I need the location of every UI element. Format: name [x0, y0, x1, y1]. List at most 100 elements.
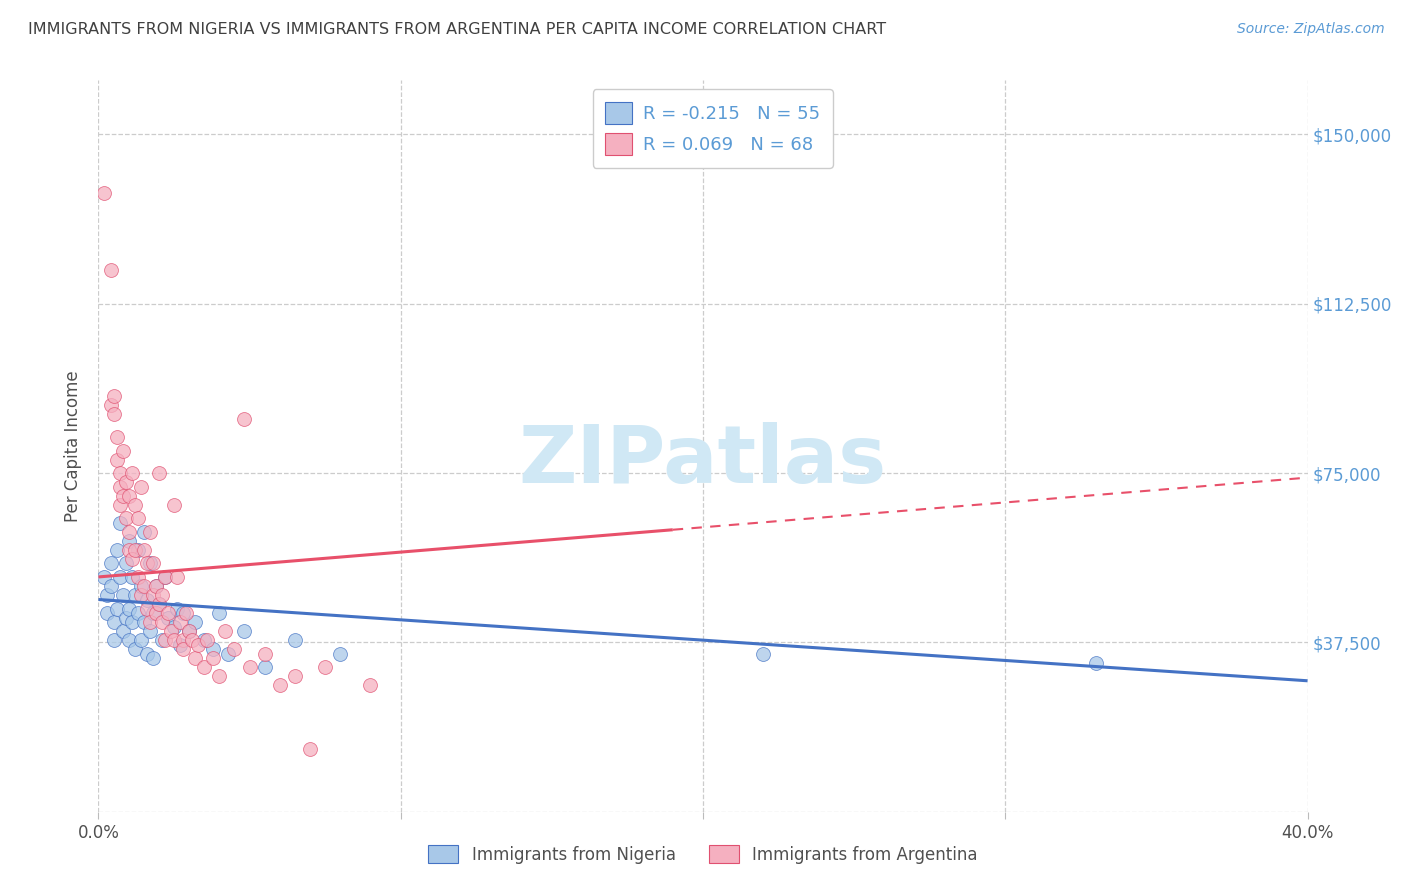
Point [269, 678, 291, 692]
Point [148, 597, 170, 611]
Point [253, 647, 276, 661]
Point [139, 615, 162, 629]
Point [284, 633, 307, 648]
Point [232, 412, 254, 426]
Point [184, 615, 207, 629]
Point [1085, 656, 1108, 670]
Point [129, 579, 152, 593]
Point [174, 606, 197, 620]
Point [166, 570, 188, 584]
Point [145, 606, 167, 620]
Point [169, 638, 191, 652]
Point [93, 570, 115, 584]
Point [114, 511, 136, 525]
Point [202, 651, 225, 665]
Point [118, 633, 141, 648]
Point [142, 606, 165, 620]
Point [181, 633, 204, 648]
Point [153, 633, 176, 648]
Point [121, 570, 143, 584]
Point [96, 588, 118, 602]
Point [193, 633, 215, 648]
Point [148, 466, 170, 480]
Point [145, 579, 167, 593]
Point [153, 570, 176, 584]
Point [217, 647, 239, 661]
Point [100, 579, 122, 593]
Point [100, 263, 122, 277]
Point [163, 619, 186, 633]
Point [111, 443, 134, 458]
Point [195, 633, 218, 648]
Point [150, 633, 173, 648]
Point [142, 651, 165, 665]
Point [124, 542, 146, 557]
Point [108, 466, 131, 480]
Point [184, 651, 207, 665]
Point [118, 601, 141, 615]
Point [118, 489, 141, 503]
Legend: Immigrants from Nigeria, Immigrants from Argentina: Immigrants from Nigeria, Immigrants from… [422, 838, 984, 871]
Point [166, 601, 188, 615]
Point [142, 588, 165, 602]
Point [132, 524, 155, 539]
Point [172, 606, 194, 620]
Text: IMMIGRANTS FROM NIGERIA VS IMMIGRANTS FROM ARGENTINA PER CAPITA INCOME CORRELATI: IMMIGRANTS FROM NIGERIA VS IMMIGRANTS FR… [28, 22, 886, 37]
Point [153, 570, 176, 584]
Point [114, 610, 136, 624]
Point [145, 579, 167, 593]
Point [124, 588, 146, 602]
Point [179, 624, 201, 639]
Point [142, 557, 165, 571]
Point [284, 669, 307, 683]
Point [114, 475, 136, 489]
Point [103, 389, 125, 403]
Point [129, 480, 152, 494]
Point [93, 186, 115, 201]
Point [148, 597, 170, 611]
Point [139, 524, 162, 539]
Point [132, 615, 155, 629]
Point [160, 624, 183, 639]
Point [111, 588, 134, 602]
Point [105, 452, 128, 467]
Point [108, 480, 131, 494]
Point [129, 588, 152, 602]
Point [135, 601, 157, 615]
Point [172, 633, 194, 648]
Point [108, 570, 131, 584]
Point [329, 647, 352, 661]
Point [139, 624, 162, 639]
Text: ZIPatlas: ZIPatlas [519, 422, 887, 500]
Point [360, 678, 382, 692]
Point [172, 642, 194, 657]
Point [129, 633, 152, 648]
Point [253, 660, 276, 674]
Point [132, 579, 155, 593]
Point [156, 610, 179, 624]
Point [114, 557, 136, 571]
Point [202, 642, 225, 657]
Point [156, 606, 179, 620]
Point [193, 660, 215, 674]
Point [214, 624, 236, 639]
Point [103, 408, 125, 422]
Point [135, 592, 157, 607]
Point [124, 498, 146, 512]
Point [224, 642, 246, 657]
Point [127, 542, 149, 557]
Point [96, 606, 118, 620]
Point [108, 498, 131, 512]
Point [121, 615, 143, 629]
Legend: R = -0.215   N = 55, R = 0.069   N = 68: R = -0.215 N = 55, R = 0.069 N = 68 [593, 89, 832, 168]
Point [127, 511, 149, 525]
Point [111, 624, 134, 639]
Point [105, 601, 128, 615]
Point [118, 524, 141, 539]
Point [105, 430, 128, 444]
Point [108, 516, 131, 530]
Point [752, 647, 775, 661]
Point [299, 741, 322, 756]
Point [118, 533, 141, 548]
Point [124, 642, 146, 657]
